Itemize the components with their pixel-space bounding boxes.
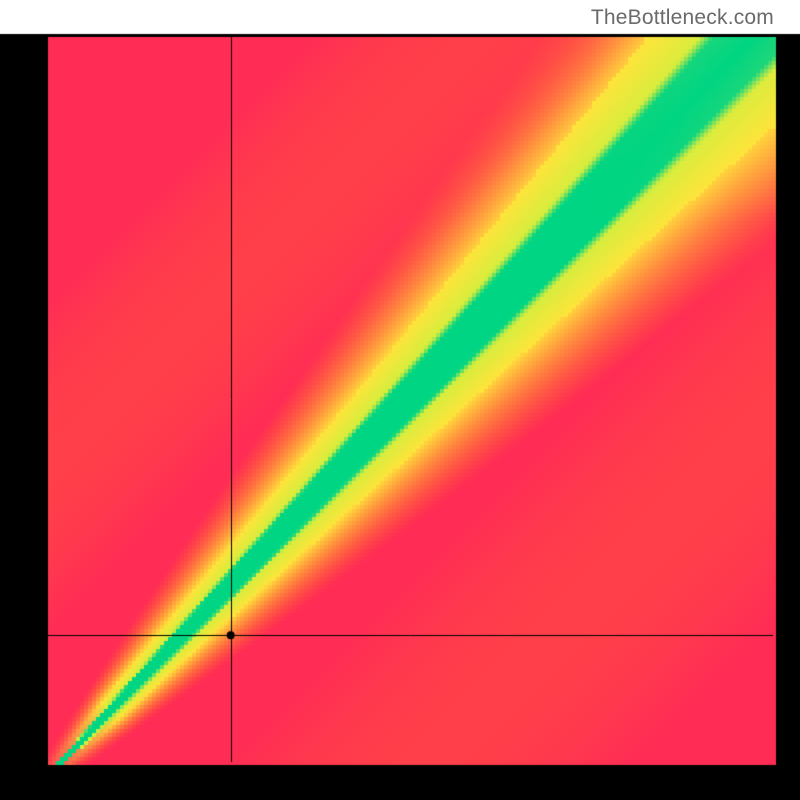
bottleneck-heatmap-canvas [0, 0, 800, 800]
watermark-text: TheBottleneck.com [591, 6, 774, 30]
chart-container: TheBottleneck.com [0, 0, 800, 800]
